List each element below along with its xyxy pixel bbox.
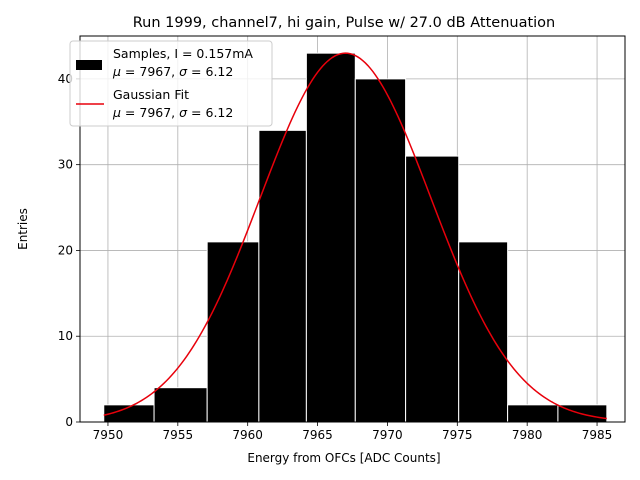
y-tick-label: 30 xyxy=(58,158,73,172)
x-tick-label: 7950 xyxy=(93,428,124,442)
y-tick-label: 10 xyxy=(58,329,73,343)
y-axis-label: Entries xyxy=(16,208,30,250)
y-axis-ticks: 0 10 20 30 40 xyxy=(58,72,80,429)
histogram-bar xyxy=(206,241,260,423)
x-tick-label: 7955 xyxy=(163,428,194,442)
histogram-bar xyxy=(258,129,307,423)
y-tick-label: 0 xyxy=(65,415,73,429)
gaussian-fit-line xyxy=(103,52,607,420)
legend-fit-label: Gaussian Fit xyxy=(113,87,189,102)
legend-box xyxy=(69,40,273,127)
histogram-bar xyxy=(354,78,407,423)
legend-fit-stats: μ = 7967, σ = 6.12 xyxy=(112,105,233,120)
x-tick-label: 7965 xyxy=(302,428,333,442)
y-tick-label: 40 xyxy=(58,72,73,86)
legend-samples-swatch xyxy=(76,60,102,70)
legend-samples-label: Samples, I = 0.157mA xyxy=(113,46,253,61)
histogram-bar xyxy=(305,52,356,423)
plot-frame xyxy=(79,35,626,423)
histogram-bar xyxy=(405,155,460,423)
legend-samples-stats: μ = 7967, σ = 6.12 xyxy=(112,64,233,79)
chart-title: Run 1999, channel7, hi gain, Pulse w/ 27… xyxy=(133,15,556,31)
x-tick-label: 7980 xyxy=(512,428,543,442)
histogram-bar xyxy=(507,404,559,423)
legend: Samples, I = 0.157mA μ = 7967, σ = 6.12 … xyxy=(69,40,273,127)
x-tick-label: 7975 xyxy=(442,428,473,442)
histogram-bar xyxy=(458,241,509,423)
y-tick-label: 20 xyxy=(58,243,73,257)
x-tick-label: 7985 xyxy=(582,428,613,442)
x-axis-ticks: 7950 7955 7960 7965 7970 7975 7980 7985 xyxy=(93,422,613,442)
x-axis-label: Energy from OFCs [ADC Counts] xyxy=(247,451,440,465)
x-tick-label: 7960 xyxy=(232,428,263,442)
histogram-bar xyxy=(153,387,208,423)
x-tick-label: 7970 xyxy=(372,428,403,442)
